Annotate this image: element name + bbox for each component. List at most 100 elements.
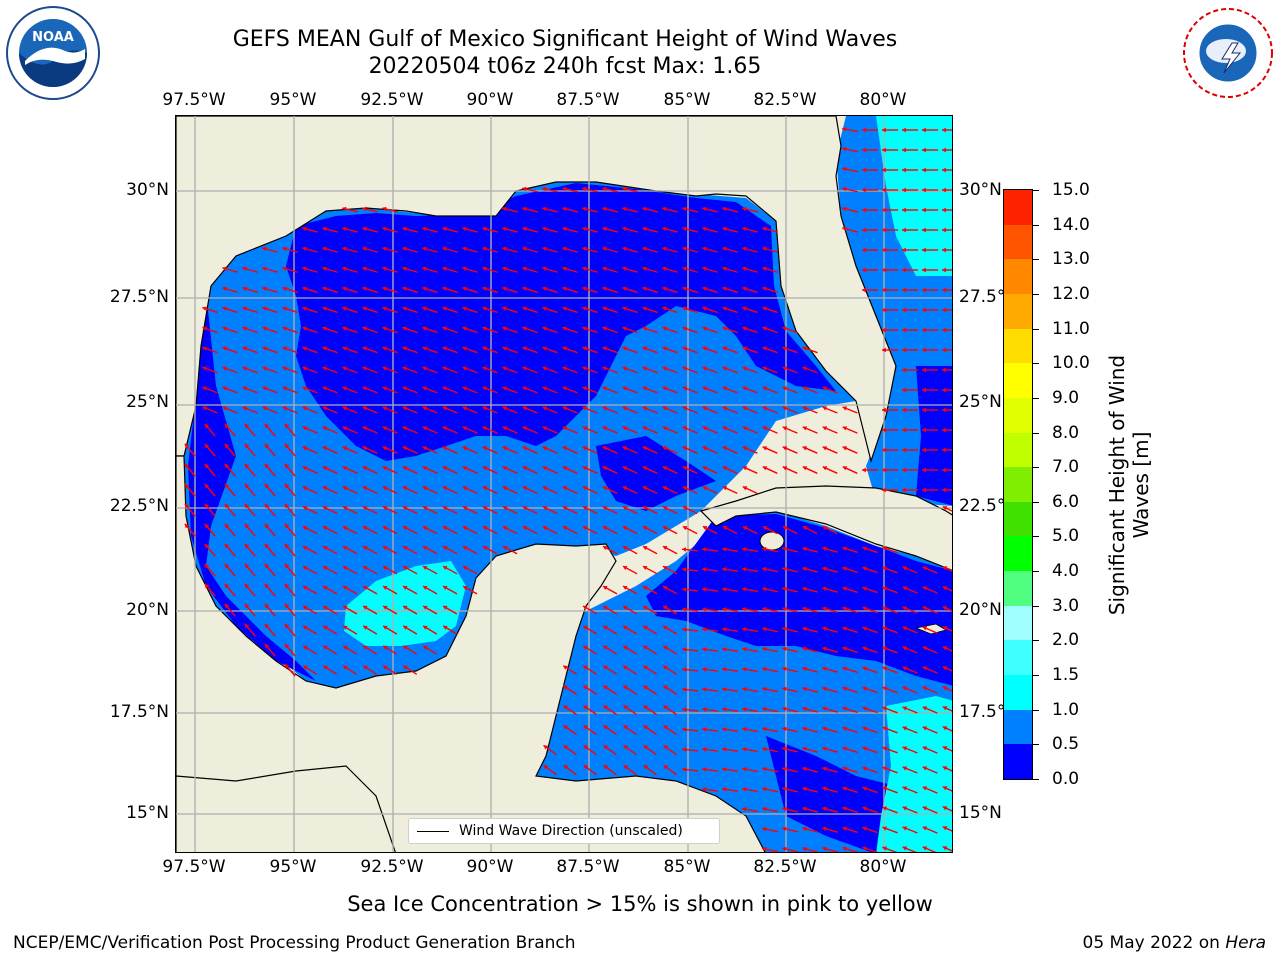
wave-direction-arrowhead [782,846,787,852]
wave-direction-arrowhead [702,787,707,792]
wave-direction-arrowhead [822,386,827,391]
colorbar-segment [1004,362,1032,398]
wave-direction-arrowhead [562,206,567,212]
wave-direction-arrowhead [302,565,308,571]
wave-direction-arrowhead [462,366,467,371]
wave-direction-arrowhead [282,286,287,292]
wave-direction-arrowhead [682,547,687,552]
wave-direction-arrowhead [722,567,727,572]
wave-direction-arrowhead [284,463,290,469]
lat-tick: 27.5° [959,287,1006,307]
lon-tick: 95°W [269,857,317,877]
wave-direction-arrowhead [882,167,886,173]
wave-direction-arrowhead [542,526,548,531]
wave-direction-arrowhead [702,707,707,712]
wave-direction-arrowhead [382,266,387,272]
wave-direction-arrowhead [302,306,307,311]
wave-direction-arrowhead [682,466,688,471]
wave-direction-arrowhead [842,806,847,811]
wave-direction-arrowhead [702,607,707,612]
wave-direction-arrowhead [602,366,607,371]
wave-direction-arrowhead [622,226,627,232]
wave-direction-arrowhead [642,306,647,311]
wave-direction-arrowhead [442,286,447,292]
wave-direction-arrowhead [902,786,908,791]
wave-direction-arrowhead [722,687,727,692]
wave-direction-arrowhead [582,526,588,531]
wave-direction-arrowhead [522,186,527,192]
wave-direction-arrowhead [922,447,926,453]
wave-direction-arrowhead [442,546,448,551]
wave-direction-arrowhead [842,606,847,611]
wave-direction-arrowhead [762,646,767,652]
wave-direction-arrowhead [562,266,567,272]
colorbar-segment [1004,605,1032,641]
wave-direction-arrowhead [422,486,428,491]
wave-direction-arrowhead [342,286,347,292]
colorbar-tick-label: 12.0 [1052,283,1090,304]
wave-direction-arrowhead [542,266,547,272]
wave-direction-arrowhead [762,746,767,752]
wave-direction-arrowhead [902,287,906,293]
wave-direction-arrowhead [542,326,547,331]
wave-direction-arrowhead [623,625,628,630]
wave-direction-arrowhead [902,207,906,213]
wave-direction-arrowhead [583,625,588,630]
lon-tick: 87.5°W [556,90,620,110]
wave-direction-arrowhead [282,406,288,411]
wave-direction-arrowhead [342,386,347,391]
wave-direction-arrowhead [882,646,887,651]
wave-direction-arrowhead [603,585,608,590]
wave-direction-arrowhead [284,543,290,549]
wave-direction-arrowhead [822,706,827,712]
wave-direction-arrowhead [322,466,328,471]
wave-direction-arrowhead [342,206,347,212]
wave-direction-arrowhead [643,665,648,670]
wave-direction-arrowhead [202,386,207,391]
wave-direction-arrowhead [623,685,628,690]
wave-direction-arrowhead [682,486,688,491]
wave-direction-arrowhead [542,386,547,391]
wave-direction-arrowhead [702,547,707,552]
wave-direction-arrowhead [642,486,648,491]
wave-direction-arrowhead [882,766,887,771]
wave-direction-arrowhead [942,287,946,293]
colorbar-segment [1004,328,1032,364]
wave-direction-arrowhead [922,227,926,233]
wave-direction-arrowhead [882,187,886,193]
wave-direction-arrowhead [242,306,247,311]
wave-direction-arrowhead [442,406,448,411]
colorbar-tick [1033,675,1039,677]
wave-direction-arrowhead [603,665,608,670]
wave-direction-arrowhead [343,605,348,610]
colorbar-tick-label: 3.0 [1052,595,1080,616]
wave-direction-arrowhead [603,705,608,710]
wave-direction-arrowhead [922,826,928,831]
wave-direction-arrowhead [582,386,587,391]
wave-direction-arrowhead [762,666,767,672]
wave-direction-arrowhead [862,586,867,591]
wave-direction-arrowhead [402,446,408,451]
colorbar-title: Significant Height of Wind Waves [m] [1105,354,1153,616]
wave-direction-arrowhead [922,726,928,731]
wave-direction-arrowhead [224,483,230,489]
colorbar-tick-label: 7.0 [1052,457,1080,478]
wave-direction-arrowhead [742,286,747,292]
wave-direction-arrowhead [922,487,926,493]
wave-direction-arrowhead [482,386,487,391]
wave-direction-arrowhead [502,366,507,371]
wave-direction-arrowhead [762,566,767,572]
wave-direction-arrowhead [502,506,508,511]
wave-direction-arrowhead [362,226,367,232]
colorbar [1003,189,1033,780]
wave-direction-arrowhead [862,287,866,293]
wave-direction-arrowhead [902,726,908,731]
wave-direction-arrowhead [582,206,587,212]
colorbar-tick [1033,397,1039,399]
wave-direction-arrowhead [302,506,308,511]
wave-direction-arrowhead [862,187,866,193]
wave-direction-arrowhead [922,606,928,611]
wave-direction-arrowhead [482,306,487,311]
wave-direction-arrowhead [323,645,328,650]
wave-direction-arrowhead [363,645,368,650]
